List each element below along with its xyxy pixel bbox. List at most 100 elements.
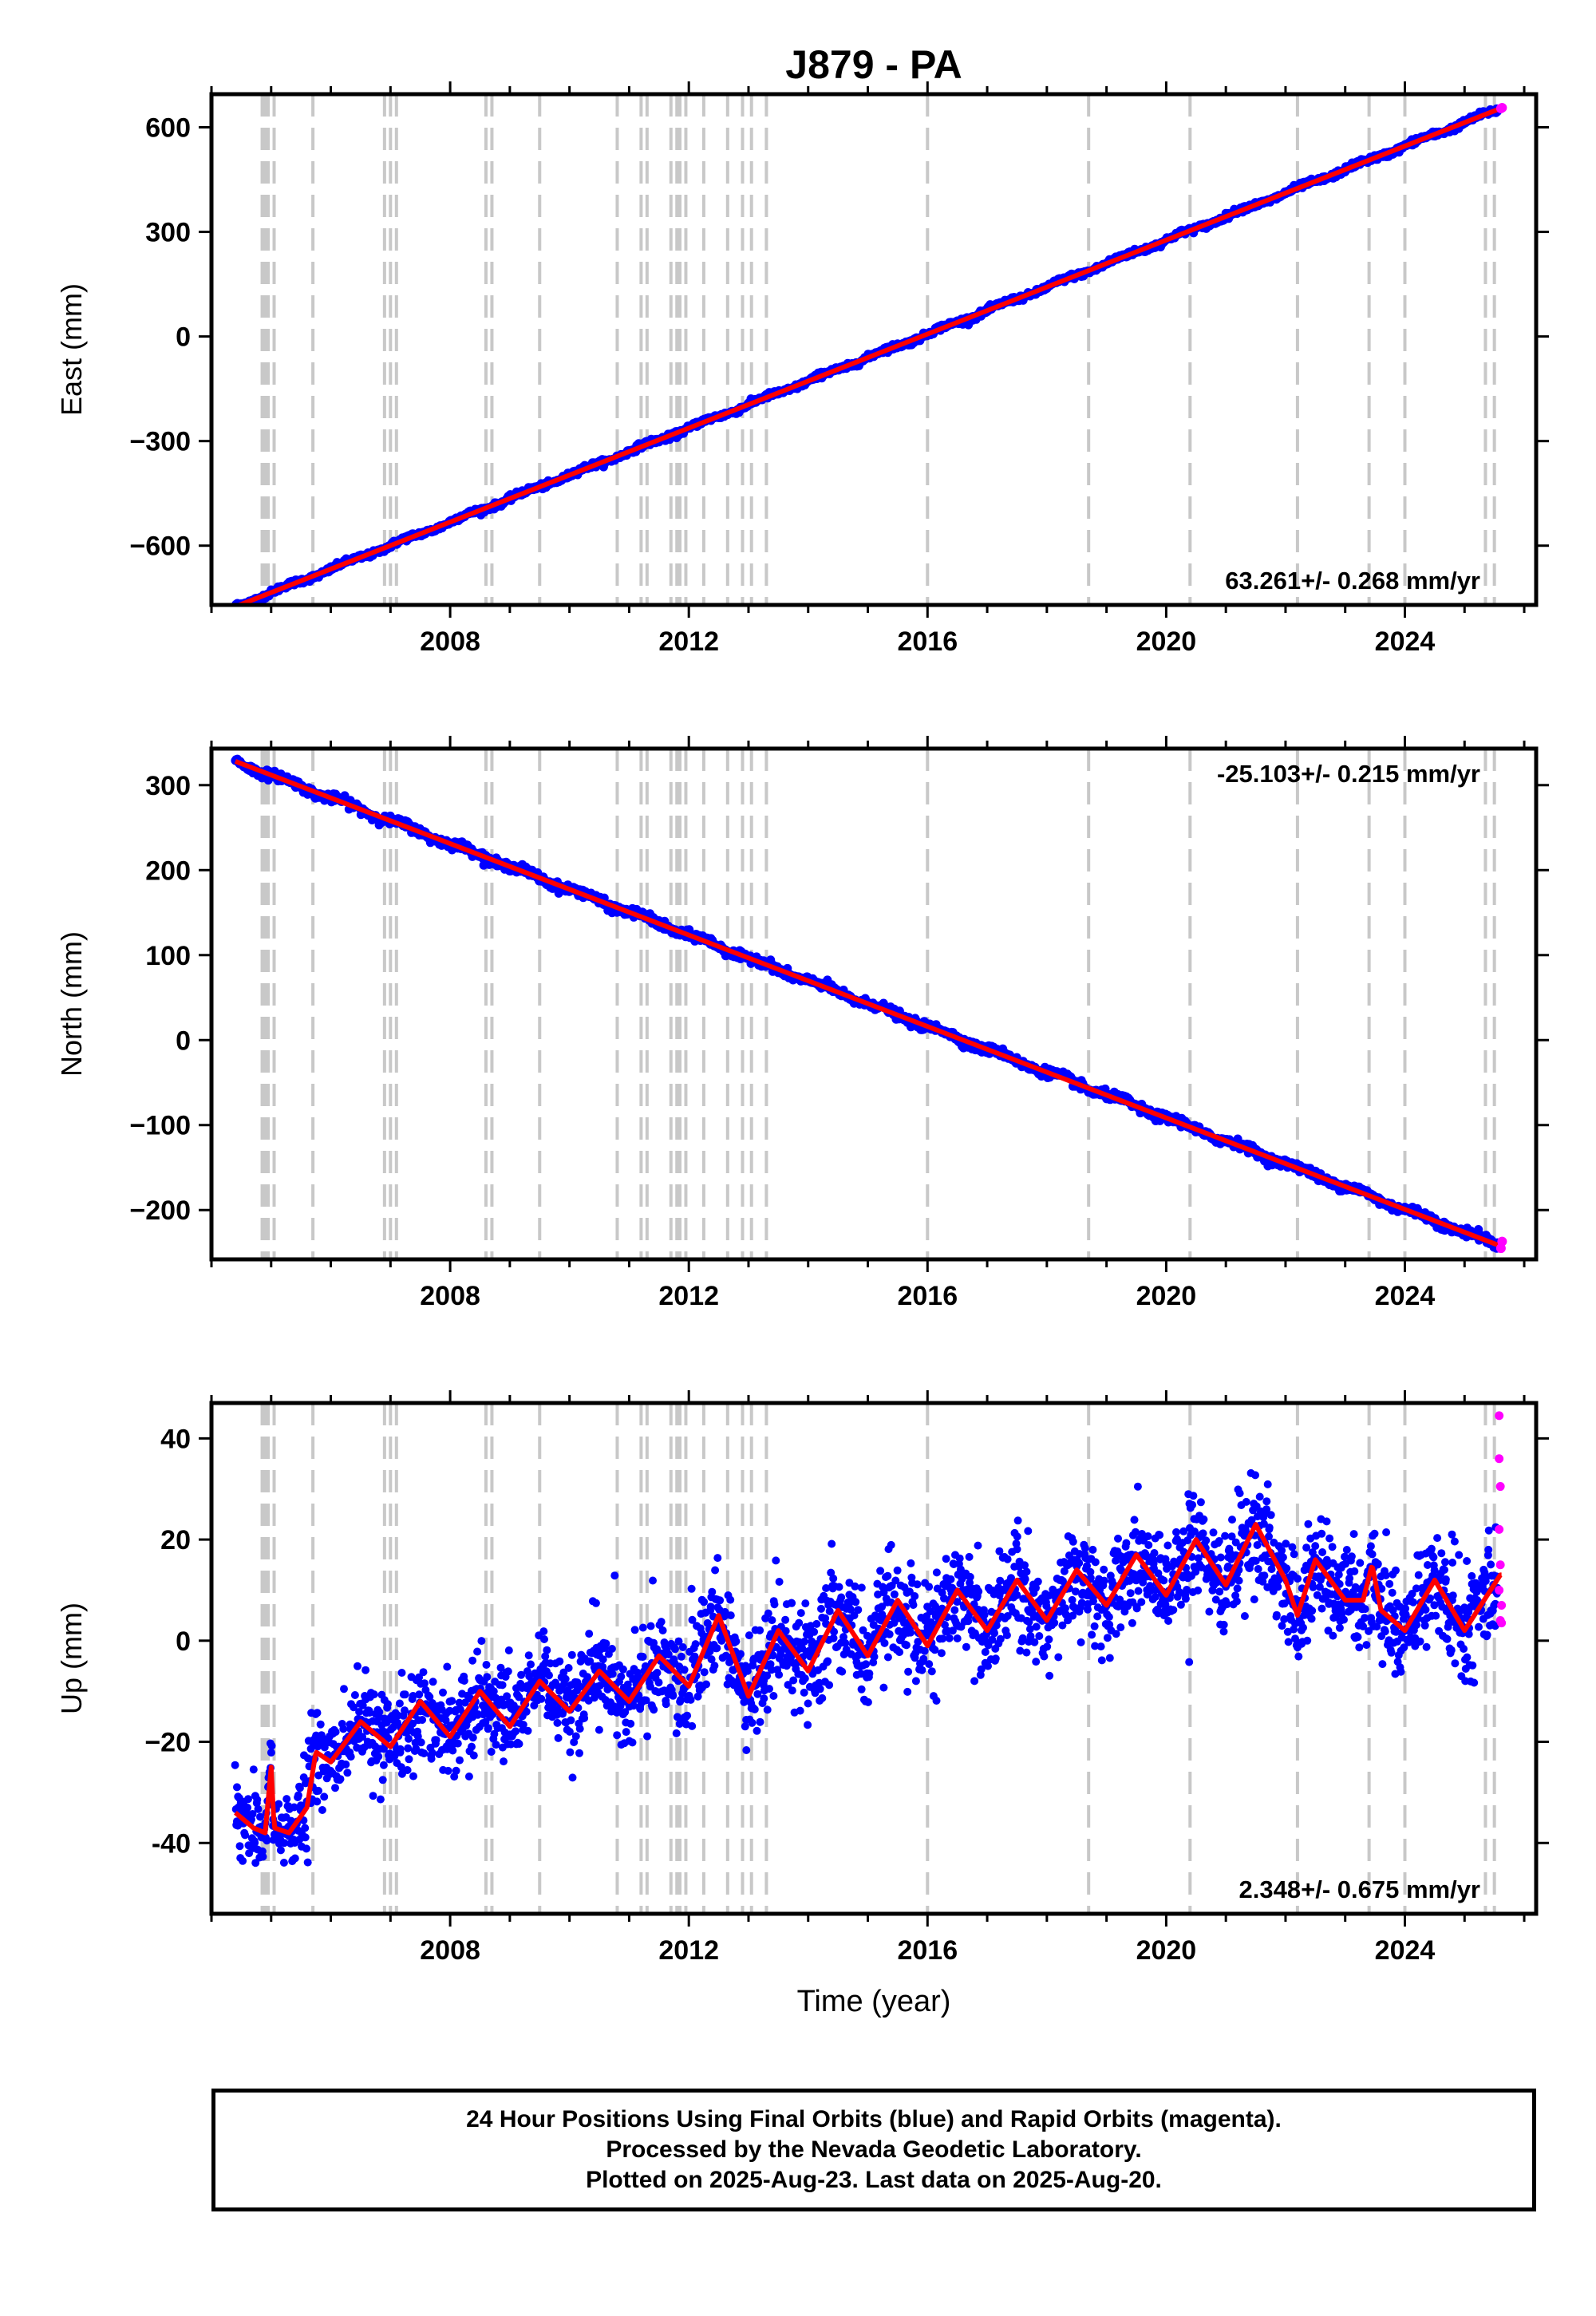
data-point [336,1775,345,1784]
plot-frame [209,746,1539,1262]
data-point [662,1700,670,1709]
data-point [537,1694,546,1703]
data-point [256,1812,264,1821]
data-point [617,1672,626,1681]
data-point [610,1571,619,1580]
data-point [688,1615,697,1624]
data-point [280,1839,289,1848]
y-axis-label: North (mm) [55,931,88,1077]
data-point [524,1651,533,1660]
data-point [490,1729,499,1738]
data-point [753,1690,762,1698]
data-point [649,1576,657,1585]
data-point [568,1773,577,1782]
data-point [235,1842,244,1851]
data-point [397,1763,405,1772]
data-point [443,1662,452,1671]
data-point [244,1795,252,1804]
x-tick-label: 2016 [897,1281,958,1311]
data-point [602,1639,610,1648]
y-tick-label: −200 [129,1196,191,1226]
data-point [575,1682,584,1691]
data-point [776,1650,785,1658]
plot-frame [209,92,1539,607]
data-point [249,1765,258,1774]
data-point [717,1636,726,1645]
data-point [439,1688,447,1697]
data-point [540,1635,548,1643]
x-tick-label: 2012 [658,626,719,657]
data-point [756,1626,764,1634]
data-point [545,1671,553,1680]
data-point [302,1844,310,1853]
data-point [241,1831,250,1840]
data-point [674,1637,683,1646]
data-point [411,1738,420,1747]
data-point [750,1705,759,1713]
model-line [234,759,1503,1249]
data-point [489,1687,498,1696]
data-point [677,1652,685,1661]
data-point [657,1618,666,1626]
data-point [654,1678,663,1687]
rapid-data-point [1495,103,1506,113]
data-point [707,1655,716,1664]
data-point [621,1708,630,1717]
data-point [339,1725,348,1733]
data-point [585,1630,594,1638]
data-point [742,1746,751,1754]
data-point [630,1626,639,1634]
data-point [417,1738,425,1747]
data-point [282,1795,291,1804]
data-point [523,1726,532,1735]
data-point [767,1666,776,1674]
offset-lines [260,1403,1496,1914]
data-point [564,1664,573,1672]
data-point [263,1836,271,1845]
model-line [234,105,1503,605]
data-point [233,1783,241,1792]
data-point [504,1667,512,1676]
data-point [492,1741,500,1749]
data-point [456,1756,464,1765]
y-tick-label: 0 [176,322,191,353]
data-point [448,1746,457,1755]
y-tick-label: −600 [129,532,191,562]
data-point [658,1626,667,1634]
data-point [409,1719,417,1728]
data-point [607,1645,616,1653]
data-point [737,1650,745,1658]
data-point [768,1616,776,1625]
data-point [539,1627,548,1636]
data-point [320,1792,329,1801]
data-point [638,1623,647,1632]
rapid-orbits-series [1495,1236,1507,1254]
data-point [515,1693,523,1701]
data-point [527,1660,535,1669]
data-point [251,1839,259,1847]
data-point [254,1804,263,1813]
data-point [713,1554,722,1563]
data-point [716,1596,725,1605]
x-tick-label: 2016 [897,626,958,657]
data-point [487,1748,496,1756]
data-point [419,1668,428,1677]
data-point [781,1615,790,1624]
data-point [740,1697,749,1706]
data-point [561,1674,570,1683]
data-point [346,1753,355,1761]
data-point [710,1662,719,1670]
data-point [608,1670,617,1678]
x-tick-label: 2024 [1375,626,1436,657]
rapid-orbits-series [1495,103,1507,113]
data-point [591,1599,600,1607]
data-point [769,1692,778,1700]
data-point [295,1784,304,1792]
data-point [570,1738,579,1746]
data-point [279,1859,288,1867]
data-point [726,1595,735,1604]
data-point [259,1852,267,1861]
data-point [781,1626,790,1635]
data-point [340,1685,348,1694]
